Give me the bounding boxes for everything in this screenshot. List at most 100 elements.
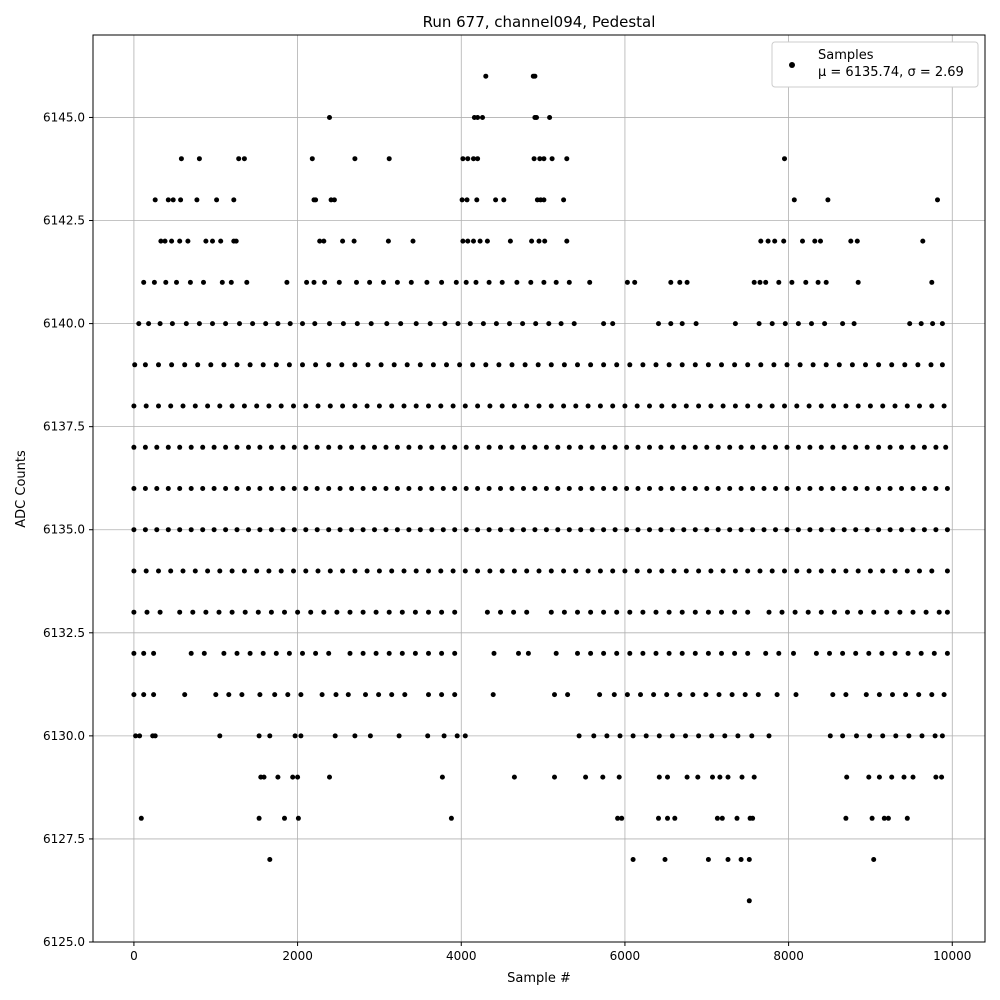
data-point [917, 568, 922, 574]
data-point [810, 362, 816, 368]
data-point [535, 362, 541, 368]
data-point [246, 486, 251, 491]
data-point [211, 486, 217, 491]
data-point [546, 321, 552, 327]
data-point [365, 362, 371, 368]
data-point [548, 362, 554, 368]
data-point [880, 403, 886, 409]
data-point [571, 321, 577, 327]
data-point [880, 733, 886, 739]
data-point [867, 403, 873, 409]
data-point [327, 774, 332, 780]
data-point [484, 609, 490, 615]
data-point [933, 774, 939, 780]
data-point [782, 403, 787, 409]
data-point [313, 362, 319, 368]
data-point [509, 486, 515, 491]
data-point [352, 733, 358, 739]
data-point [904, 403, 910, 409]
data-point [635, 444, 641, 450]
data-point [455, 321, 461, 327]
data-point [727, 444, 733, 450]
data-point [614, 650, 620, 656]
data-point [558, 321, 564, 327]
data-point [719, 815, 725, 821]
data-point [627, 609, 633, 615]
data-point [426, 650, 431, 656]
data-point [709, 733, 715, 739]
data-point [564, 156, 570, 162]
data-point [260, 650, 266, 656]
data-point [152, 733, 158, 739]
data-point [339, 362, 345, 368]
data-point [250, 321, 256, 327]
data-point [465, 238, 471, 244]
data-point [210, 321, 215, 327]
data-point [493, 321, 499, 327]
legend-marker [789, 62, 795, 68]
data-point [254, 568, 260, 574]
x-tick-label: 10000 [933, 949, 971, 963]
data-point [360, 609, 366, 615]
data-point [453, 279, 459, 285]
data-point [565, 692, 571, 698]
data-point [933, 444, 939, 450]
data-point [795, 321, 801, 327]
data-point [774, 692, 780, 698]
data-point [426, 609, 431, 615]
data-point [429, 527, 435, 533]
data-point [656, 321, 661, 327]
data-point [349, 486, 355, 491]
data-point [823, 279, 829, 285]
data-point [692, 527, 698, 533]
data-point [818, 568, 824, 574]
data-point [298, 733, 304, 739]
data-point [180, 403, 186, 409]
data-point [131, 692, 137, 698]
data-point [624, 486, 630, 491]
data-point [784, 362, 790, 368]
data-point [766, 733, 772, 739]
data-point [376, 692, 382, 698]
data-point [391, 362, 397, 368]
data-point [464, 197, 470, 203]
data-point [588, 650, 594, 656]
data-point [389, 692, 395, 698]
data-point [291, 568, 296, 574]
data-point [174, 279, 179, 285]
data-point [601, 650, 607, 656]
data-point [205, 403, 211, 409]
data-point [903, 692, 909, 698]
data-point [241, 156, 247, 162]
data-point [257, 486, 263, 491]
data-point [812, 238, 818, 244]
data-point [624, 527, 630, 533]
data-point [242, 609, 248, 615]
data-point [853, 486, 859, 491]
data-points [131, 73, 950, 904]
data-point [564, 238, 570, 244]
data-point [749, 733, 755, 739]
data-point [746, 857, 752, 862]
y-tick-label: 6145.0 [43, 110, 85, 124]
data-point [696, 568, 702, 574]
data-point [229, 403, 235, 409]
data-point [282, 609, 287, 615]
data-point [658, 527, 664, 533]
data-point [746, 898, 752, 904]
data-point [739, 774, 745, 780]
data-point [929, 692, 935, 698]
data-point [165, 486, 171, 491]
data-point [498, 486, 503, 491]
data-point [326, 444, 332, 450]
data-point [158, 238, 164, 244]
data-point [705, 362, 711, 368]
data-point [234, 650, 240, 656]
data-point [823, 362, 829, 368]
data-point [496, 362, 502, 368]
data-point [683, 568, 689, 574]
data-point [679, 321, 685, 327]
data-point [475, 486, 481, 491]
data-point [794, 568, 800, 574]
data-point [684, 279, 690, 285]
